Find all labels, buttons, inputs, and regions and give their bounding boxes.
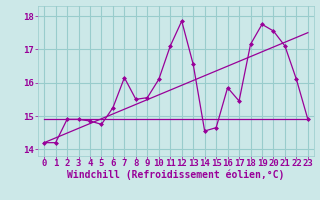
X-axis label: Windchill (Refroidissement éolien,°C): Windchill (Refroidissement éolien,°C) (67, 170, 285, 180)
